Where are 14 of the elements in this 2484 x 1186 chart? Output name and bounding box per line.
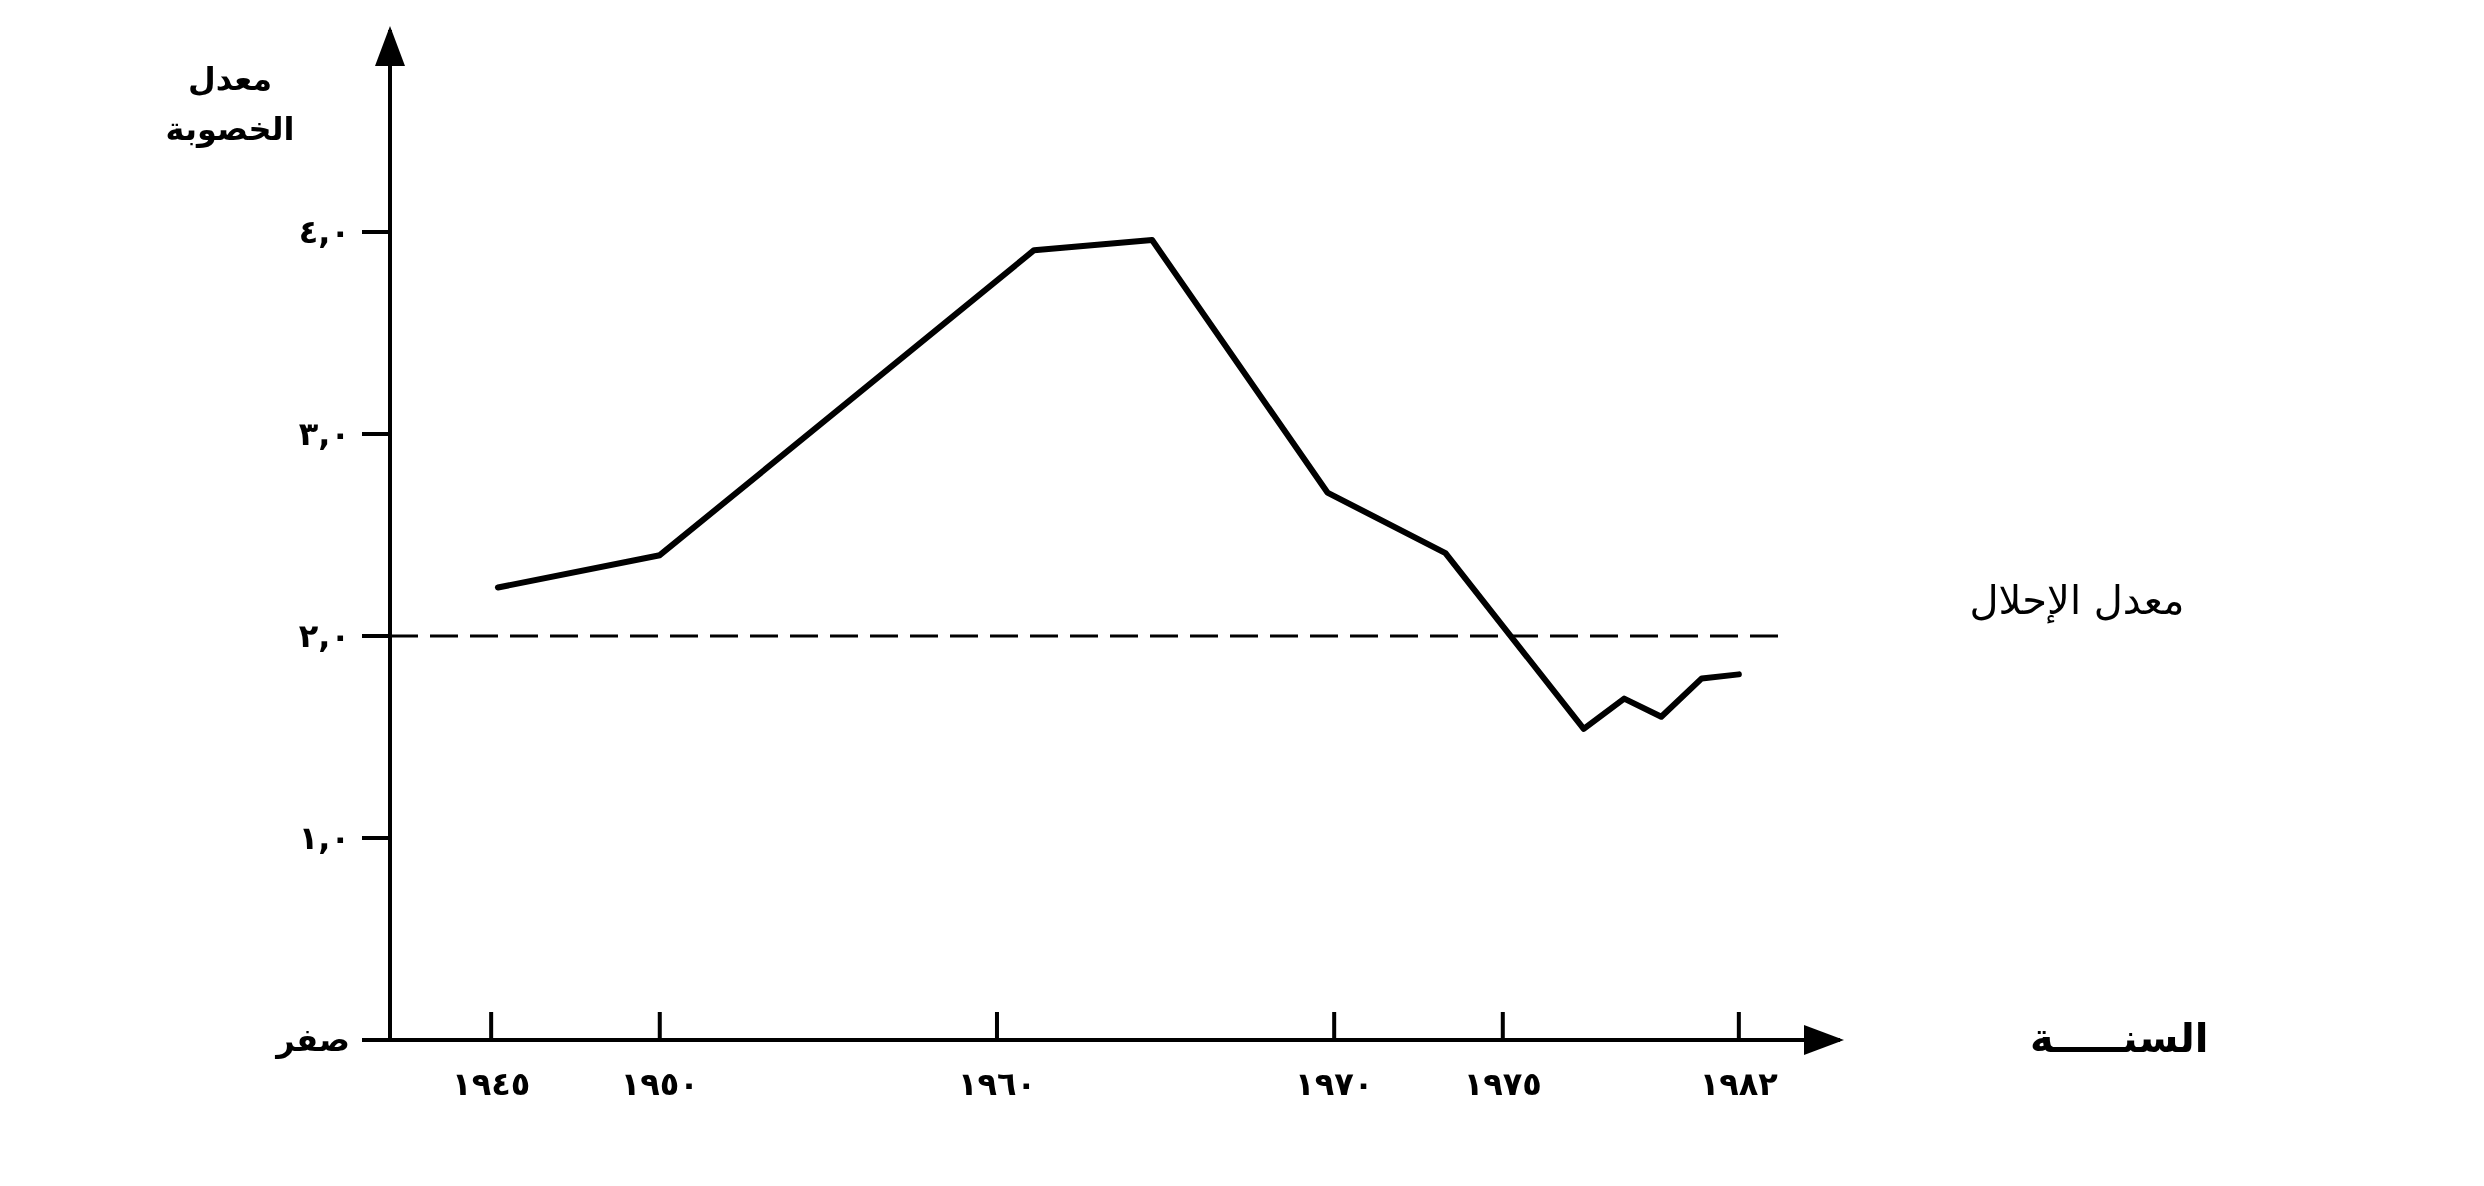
x-tick-label: ١٩٤٥ — [452, 1065, 531, 1103]
x-tick-label: ١٩٥٠ — [620, 1065, 699, 1103]
y-tick-label: ٤,٠ — [298, 213, 350, 251]
y-tick-label: ١,٠ — [298, 819, 350, 857]
y-tick-label: صفر — [274, 1021, 350, 1059]
x-tick-label: ١٩٧٥ — [1463, 1065, 1542, 1103]
ref-line-label: معدل الإحلال — [1969, 577, 2185, 624]
y-tick-label: ٣,٠ — [298, 415, 350, 453]
x-tick-label: ١٩٦٠ — [957, 1065, 1037, 1103]
x-tick-label: ١٩٨٢ — [1699, 1065, 1779, 1103]
x-tick-label: ١٩٧٠ — [1295, 1065, 1374, 1103]
x-axis-title: السنـــــة — [2030, 1015, 2209, 1061]
y-tick-label: ٢,٠ — [298, 617, 350, 655]
y-axis-title: معدل الخصوبة — [165, 60, 295, 148]
